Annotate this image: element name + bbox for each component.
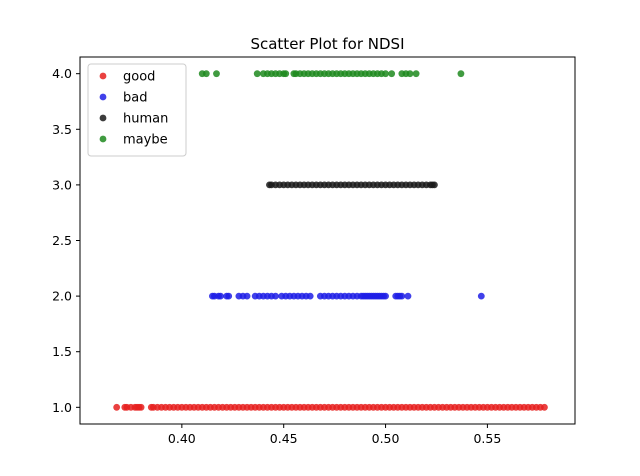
legend-label-good: good [123,70,155,85]
point-bad-45 [382,292,389,300]
legend: good bad human maybe [87,63,187,157]
y-tick-label-3: 2.5 [52,233,72,248]
legend-label-bad: bad [123,91,147,106]
point-maybe-38 [406,70,414,78]
y-axis: 1.0 1.5 2.0 2.5 3.0 3.5 4.0 [52,66,80,415]
data-points [113,70,548,411]
x-tick-label-1: 0.45 [270,431,298,446]
legend-marker-good [99,72,107,80]
point-maybe-10 [282,70,290,78]
legend-marker-human [99,114,107,122]
point-maybe-39 [412,70,420,78]
point-bad-14 [272,292,279,300]
y-tick-label-6: 4.0 [52,66,72,81]
x-tick-label-2: 0.50 [372,431,400,446]
y-tick-label-5: 3.5 [52,122,72,137]
y-tick-label-4: 3.0 [52,177,72,192]
point-maybe-2 [213,70,220,78]
point-maybe-35 [388,70,396,78]
point-bad-22 [306,292,314,300]
point-bad-3 [217,292,224,300]
legend-label-human: human [123,112,168,127]
y-tick-label-0: 1.0 [52,400,72,415]
point-maybe-1 [202,70,210,78]
point-maybe-40 [457,70,465,78]
legend-label-maybe: maybe [123,133,168,148]
x-tick-label-0: 0.40 [168,431,196,446]
point-good-0 [113,403,121,411]
chart-title: Scatter Plot for NDSI [250,35,404,53]
point-bad-8 [243,292,251,300]
point-good-7 [137,403,145,411]
x-tick-label-3: 0.55 [473,431,501,446]
legend-marker-bad [99,93,107,101]
point-good-105 [541,403,548,411]
y-tick-label-2: 2.0 [52,289,72,304]
point-bad-49 [398,292,406,300]
point-bad-5 [225,292,233,300]
point-bad-51 [477,292,485,300]
x-axis: 0.40 0.45 0.50 0.55 [168,424,501,446]
point-bad-50 [404,292,412,300]
legend-marker-maybe [99,135,107,143]
legend-box [87,63,187,157]
y-tick-label-1: 1.5 [52,344,72,359]
point-maybe-34 [382,70,389,78]
point-maybe-3 [253,70,261,78]
point-human-42 [431,181,438,189]
